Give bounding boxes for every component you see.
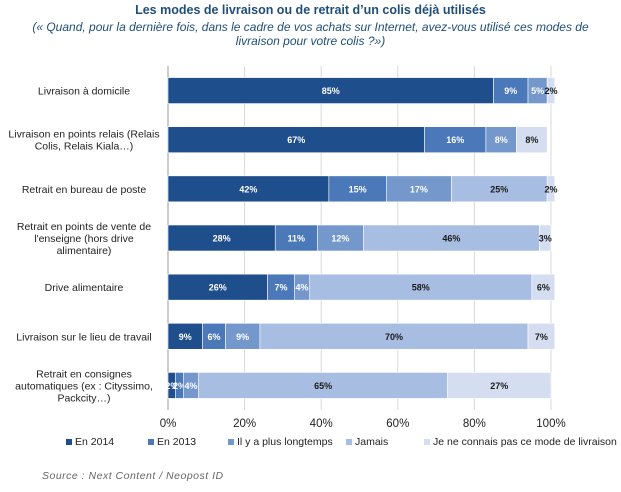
x-tick-label: 0%: [160, 418, 177, 430]
category-label: Retrait en points de vente de: [17, 221, 151, 233]
bar-segment: [386, 175, 452, 203]
bar-segment: [274, 224, 318, 252]
category-label: Colis, Relais Kiala…): [35, 141, 134, 153]
bar-segment: [309, 273, 533, 301]
data-label: 4%: [184, 381, 197, 391]
data-label: 2%: [544, 184, 557, 194]
legend-swatch: [346, 439, 352, 445]
data-label: 2%: [173, 381, 186, 391]
data-label: 8%: [525, 135, 538, 145]
legend-label: En 2013: [157, 436, 196, 448]
chart-title: Les modes de livraison ou de retrait d’u…: [135, 3, 486, 17]
data-label: 15%: [349, 184, 367, 194]
data-label: 2%: [544, 86, 557, 96]
x-tick-label: 20%: [233, 418, 256, 430]
bar-segment: [424, 126, 487, 154]
category-label: Packcity…): [57, 392, 110, 404]
legend-label: Je ne connais pas ce mode de livraison: [433, 436, 617, 448]
chart-subtitle: (« Quand, pour la dernière fois, dans le…: [32, 20, 589, 48]
data-label: 7%: [274, 283, 287, 293]
category-label: Retrait en consignes: [36, 368, 132, 380]
data-label: 7%: [535, 332, 548, 342]
data-label: 28%: [213, 234, 231, 244]
x-tick-label: 60%: [386, 418, 409, 430]
data-label: 12%: [331, 234, 349, 244]
bar-segment: [167, 224, 276, 252]
bar-segment: [546, 175, 556, 203]
data-label: 65%: [314, 381, 332, 391]
data-label: 9%: [236, 332, 249, 342]
category-label: Livraison sur le lieu de travail: [16, 331, 151, 343]
legend-label: En 2014: [75, 436, 114, 448]
data-label: 58%: [412, 283, 430, 293]
x-tick-label: 100%: [536, 418, 565, 430]
bar-segment: [363, 224, 540, 252]
bar-segment: [198, 372, 448, 399]
data-label: 17%: [410, 184, 428, 194]
category-label: Drive alimentaire: [45, 282, 124, 294]
data-label: 26%: [209, 283, 227, 293]
bar-segment: [451, 175, 548, 203]
data-label: 6%: [537, 283, 550, 293]
source-note: Source : Next Content / Neopost ID: [42, 470, 224, 482]
data-label: 3%: [539, 234, 552, 244]
data-label: 5%: [531, 86, 544, 96]
x-tick-label: 40%: [310, 418, 333, 430]
category-label: alimentaire): [57, 245, 112, 257]
data-label: 16%: [446, 135, 464, 145]
bar-segment: [516, 126, 548, 154]
data-label: 4%: [296, 283, 309, 293]
bar-segment: [531, 273, 556, 301]
category-label: Retrait en bureau de poste: [22, 184, 146, 196]
bar-segment: [267, 273, 295, 301]
legend-swatch: [66, 439, 72, 445]
bar-segment: [317, 224, 364, 252]
bar-segment: [259, 322, 529, 350]
bar-segment: [225, 322, 261, 350]
data-label: 9%: [504, 86, 517, 96]
bar-segment: [539, 224, 552, 252]
data-label: 6%: [207, 332, 220, 342]
category-label: Livraison à domicile: [38, 86, 130, 98]
data-label: 2%: [165, 381, 178, 391]
data-label: 67%: [287, 135, 305, 145]
bar-segment: [485, 126, 517, 154]
legend-label: Il y a plus longtemps: [237, 436, 333, 448]
bar-segment: [167, 77, 494, 104]
data-label: 46%: [442, 234, 460, 244]
bar-segment: [493, 77, 529, 104]
data-label: 70%: [385, 332, 403, 342]
data-label: 8%: [495, 135, 508, 145]
legend-label: Jamais: [355, 436, 388, 448]
bar-segment: [546, 77, 556, 104]
category-label: l'enseigne (hors drive: [34, 233, 134, 245]
bar-segment: [447, 372, 552, 399]
legend-swatch: [424, 439, 430, 445]
category-label: automatiques (ex : Cityssimo,: [15, 380, 153, 392]
legend-swatch: [148, 439, 154, 445]
bar-segment: [527, 322, 556, 350]
data-label: 42%: [239, 184, 257, 194]
data-label: 11%: [288, 234, 306, 244]
data-label: 9%: [179, 332, 192, 342]
category-label: Livraison en points relais (Relais: [8, 129, 159, 141]
data-label: 27%: [490, 381, 508, 391]
data-label: 85%: [322, 86, 340, 96]
legend-swatch: [228, 439, 234, 445]
x-tick-label: 80%: [463, 418, 486, 430]
bar-segment: [167, 175, 330, 203]
data-label: 25%: [490, 184, 508, 194]
